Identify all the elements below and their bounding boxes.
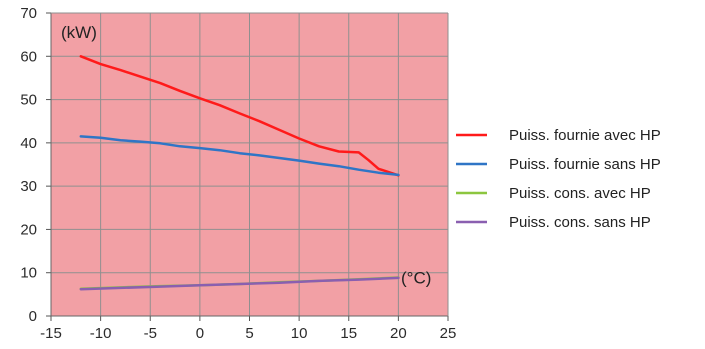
x-tick-label: -5 — [144, 325, 157, 342]
y-tick-label: 10 — [20, 265, 37, 282]
x-unit-label: (°C) — [401, 268, 431, 287]
x-tick-label: 15 — [340, 325, 357, 342]
x-tick-label: -15 — [40, 325, 62, 342]
y-unit-label: (kW) — [61, 23, 97, 42]
x-tick-label: 0 — [196, 325, 204, 342]
legend-label-2: Puiss. fournie sans HP — [509, 156, 661, 173]
x-tick-label: -10 — [90, 325, 112, 342]
y-tick-label: 70 — [20, 5, 37, 22]
legend-label-4: Puiss. cons. sans HP — [509, 214, 651, 231]
x-tick-label: 10 — [291, 325, 308, 342]
x-tick-label: 25 — [440, 325, 457, 342]
y-tick-label: 20 — [20, 221, 37, 238]
y-tick-label: 50 — [20, 92, 37, 109]
legend-label-3: Puiss. cons. avec HP — [509, 185, 651, 202]
y-tick-label: 30 — [20, 178, 37, 195]
y-tick-label: 0 — [29, 308, 37, 325]
x-tick-label: 5 — [245, 325, 253, 342]
y-tick-label: 40 — [20, 135, 37, 152]
legend: Puiss. fournie avec HP Puiss. fournie san… — [456, 127, 661, 231]
legend-label-1: Puiss. fournie avec HP — [509, 127, 661, 144]
y-tick-label: 60 — [20, 48, 37, 65]
x-tick-label: 20 — [390, 325, 407, 342]
